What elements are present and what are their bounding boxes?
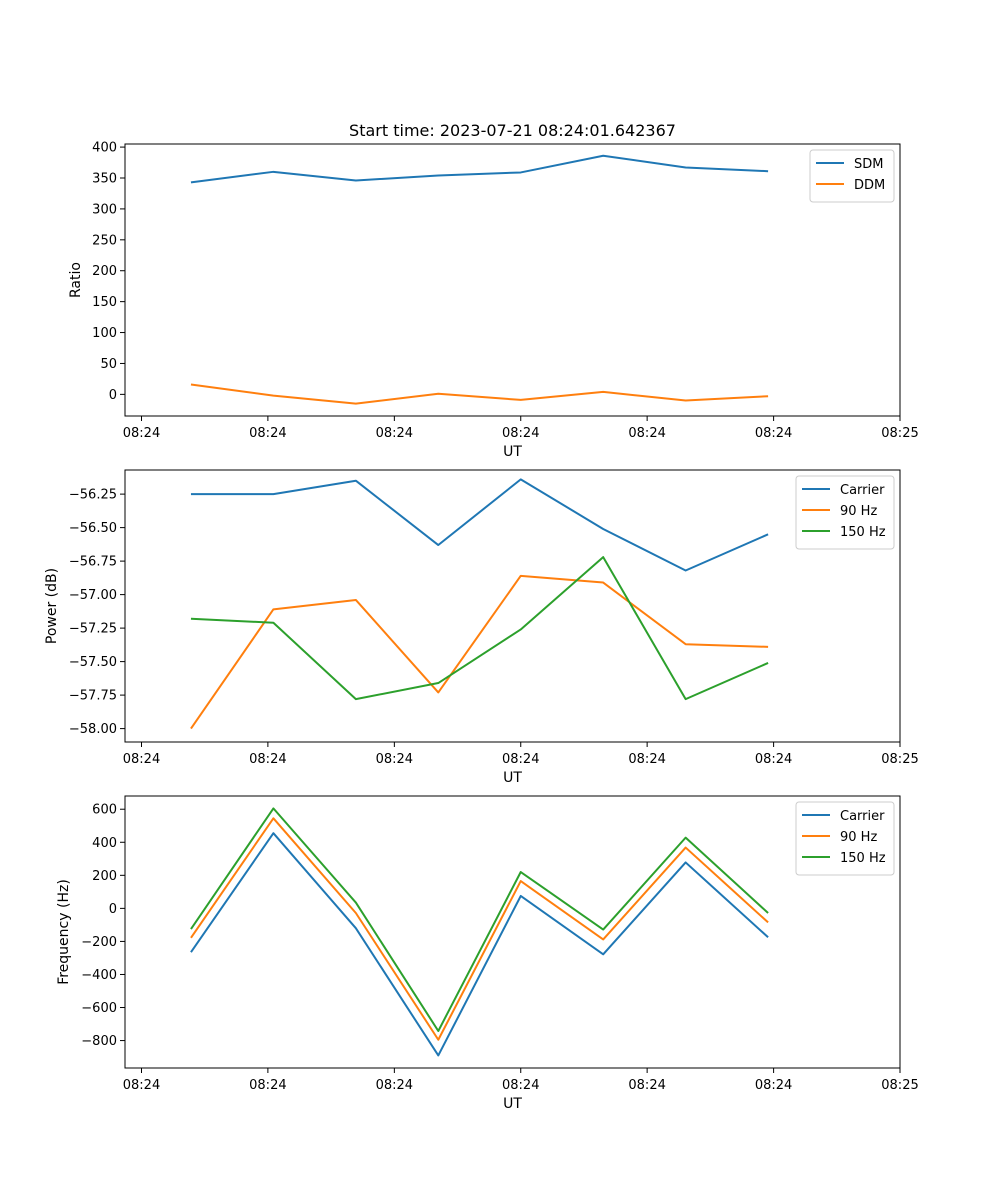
y-axis-label: Power (dB) [44,568,60,644]
series-line-150-hz [190,807,769,1032]
y-tick-label: −58.00 [69,722,117,737]
legend: Carrier 90 Hz 150 Hz [795,475,895,550]
y-tick-label: 350 [92,172,117,187]
series-line-sdm [190,154,769,184]
legend-label: SDM [854,157,883,172]
series-line-150-hz [190,556,769,701]
x-tick-label: 08:24 [628,752,665,767]
x-tick-label: 08:24 [502,1078,539,1093]
x-axis-label: UT [503,770,522,786]
y-tick-label: −56.25 [69,488,117,503]
x-tick-label: 08:24 [123,752,160,767]
chart-title: Start time: 2023-07-21 08:24:01.642367 [349,121,676,140]
y-tick-label: 0 [109,388,117,403]
legend-label: Carrier [840,809,885,824]
x-tick-label: 08:24 [502,752,539,767]
legend-label: DDM [854,178,885,193]
y-tick-label: 250 [92,233,117,248]
x-tick-label: 08:24 [628,1078,665,1093]
y-tick-label: 200 [92,869,117,884]
x-axis-label: UT [503,444,522,460]
y-tick-label: −57.50 [69,655,117,670]
y-tick-label: −56.50 [69,521,117,536]
y-tick-label: −800 [81,1034,117,1049]
x-tick-label: 08:24 [755,1078,792,1093]
y-tick-label: 400 [92,836,117,851]
axes-frame [124,469,901,743]
x-tick-label: 08:24 [755,752,792,767]
axes-frame [124,795,901,1069]
series-line-carrier [190,832,769,1057]
x-tick-label: 08:24 [628,426,665,441]
y-tick-label: 150 [92,295,117,310]
y-tick-label: −600 [81,1001,117,1016]
series-line-carrier [190,478,769,572]
x-tick-label: 08:25 [881,752,918,767]
x-tick-label: 08:24 [249,426,286,441]
y-tick-label: −57.00 [69,588,117,603]
legend-label: Carrier [840,483,885,498]
x-tick-label: 08:24 [376,1078,413,1093]
legend-label: 150 Hz [840,525,886,540]
subplot-1: Start time: 2023-07-21 08:24:01.642367 08… [68,121,919,460]
x-tick-label: 08:24 [376,426,413,441]
x-tick-label: 08:24 [755,426,792,441]
legend-label: 90 Hz [840,830,877,845]
y-tick-label: 0 [109,902,117,917]
x-tick-label: 08:25 [881,1078,918,1093]
legend-label: 90 Hz [840,504,877,519]
y-tick-label: 300 [92,202,117,217]
y-tick-label: −57.75 [69,689,117,704]
y-tick-label: 100 [92,326,117,341]
legend: SDM DDM [809,149,895,203]
y-tick-label: −200 [81,935,117,950]
subplot-2: 08:24 08:24 08:24 08:24 08:24 08:24 08:25 −58.0… [44,469,919,786]
series-line-90-hz [190,574,769,730]
x-axis-label: UT [503,1096,522,1112]
legend: Carrier 90 Hz 150 Hz [795,801,895,876]
x-tick-label: 08:24 [249,752,286,767]
y-tick-label: −400 [81,968,117,983]
y-axis-label: Frequency (Hz) [56,879,72,985]
axes-frame [124,143,901,417]
y-tick-label: 50 [100,357,117,372]
x-tick-label: 08:24 [249,1078,286,1093]
y-tick-label: 200 [92,264,117,279]
x-tick-label: 08:24 [123,1078,160,1093]
y-tick-label: 400 [92,141,117,156]
x-tick-label: 08:24 [376,752,413,767]
subplot-3: 08:24 08:24 08:24 08:24 08:24 08:24 08:25 −800 −… [56,795,919,1112]
series-line-ddm [190,383,769,405]
x-tick-label: 08:24 [502,426,539,441]
x-tick-label: 08:25 [881,426,918,441]
x-tick-label: 08:24 [123,426,160,441]
y-tick-label: −56.75 [69,555,117,570]
legend-label: 150 Hz [840,851,886,866]
series-line-90-hz [190,817,769,1041]
y-tick-label: −57.25 [69,622,117,637]
y-axis-label: Ratio [68,262,84,298]
y-tick-label: 600 [92,803,117,818]
